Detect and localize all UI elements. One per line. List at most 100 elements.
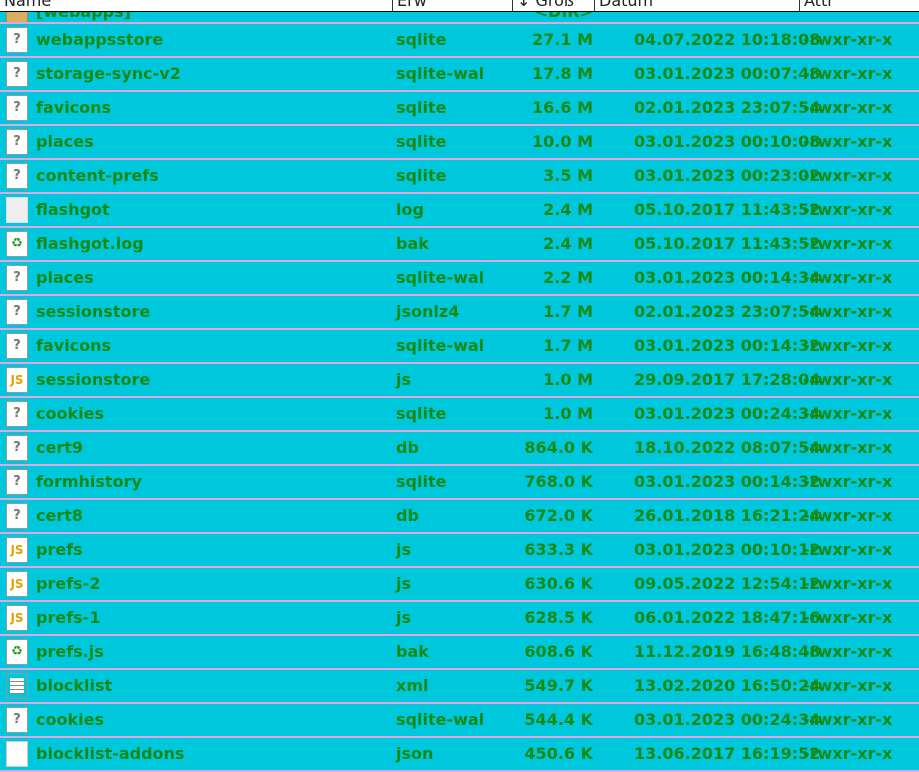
column-date[interactable]: Datum bbox=[595, 0, 800, 11]
file-date: 18.10.2022 08:07:54 bbox=[634, 438, 821, 457]
file-attr: -rwxr-xr-x bbox=[803, 506, 893, 525]
folder-icon bbox=[6, 12, 28, 22]
file-attr: -rwxr-xr-x bbox=[803, 132, 893, 151]
file-size: 1.7 M bbox=[543, 336, 593, 355]
file-attr: -rwxr-xr-x bbox=[803, 200, 893, 219]
list-item[interactable]: ? favicons sqlite-wal 1.7 M 03.01.2023 00:14… bbox=[0, 330, 919, 364]
bak-file-icon: ♻ bbox=[6, 231, 28, 257]
file-name: places bbox=[36, 132, 94, 151]
file-attr: -rwxr-xr-x bbox=[803, 608, 893, 627]
list-item[interactable]: ? places sqlite 10.0 M 03.01.2023 00:10:08 -r… bbox=[0, 126, 919, 160]
file-attr: -rwxr-xr-x bbox=[803, 64, 893, 83]
column-ext[interactable]: Erw bbox=[393, 0, 513, 11]
file-size: 608.6 K bbox=[524, 642, 593, 661]
file-date: 09.05.2022 12:54:12 bbox=[634, 574, 821, 593]
file-attr: -rwxr-xr-x bbox=[803, 744, 893, 763]
unknown-file-icon: ? bbox=[6, 129, 28, 155]
list-item[interactable]: ? storage-sync-v2 sqlite-wal 17.8 M 03.01.20… bbox=[0, 58, 919, 92]
list-item-folder[interactable]: [webapps] <DIR> bbox=[0, 12, 919, 24]
file-name: content-prefs bbox=[36, 166, 159, 185]
file-date: 02.01.2023 23:07:54 bbox=[634, 98, 821, 117]
file-ext: db bbox=[396, 506, 419, 525]
list-item[interactable]: JS sessionstore js 1.0 M 29.09.2017 17:28:04… bbox=[0, 364, 919, 398]
list-item[interactable]: JS prefs-1 js 628.5 K 06.01.2022 18:47:16 -rw… bbox=[0, 602, 919, 636]
file-size: 864.0 K bbox=[524, 438, 593, 457]
file-ext: sqlite-wal bbox=[396, 336, 485, 355]
list-item[interactable]: ? webappsstore sqlite 27.1 M 04.07.2022 10:1… bbox=[0, 24, 919, 58]
column-attr[interactable]: Attr bbox=[804, 0, 834, 10]
file-ext: sqlite bbox=[396, 132, 447, 151]
list-item[interactable]: ? cookies sqlite-wal 544.4 K 03.01.2023 00:2… bbox=[0, 704, 919, 738]
list-item[interactable]: ♻ prefs.js bak 608.6 K 11.12.2019 16:48:48 -r… bbox=[0, 636, 919, 670]
unknown-file-icon: ? bbox=[6, 299, 28, 325]
unknown-file-icon: ? bbox=[6, 401, 28, 427]
file-date: 03.01.2023 00:24:34 bbox=[634, 404, 821, 423]
file-name: webappsstore bbox=[36, 30, 164, 49]
list-item[interactable]: ? sessionstore jsonlz4 1.7 M 02.01.2023 23:0… bbox=[0, 296, 919, 330]
file-ext: sqlite-wal bbox=[396, 710, 485, 729]
file-name: cert8 bbox=[36, 506, 84, 525]
file-size: 16.6 M bbox=[532, 98, 593, 117]
list-item[interactable]: JS prefs js 633.3 K 03.01.2023 00:10:12 -rwxr… bbox=[0, 534, 919, 568]
column-header: Name Erw ↓ Größ Datum Attr bbox=[0, 0, 919, 12]
js-file-icon: JS bbox=[6, 367, 28, 393]
list-item[interactable]: blocklist-addons json 450.6 K 13.06.2017 16… bbox=[0, 738, 919, 772]
js-file-icon: JS bbox=[6, 571, 28, 597]
file-name: favicons bbox=[36, 336, 112, 355]
js-file-icon: JS bbox=[6, 605, 28, 631]
file-ext: json bbox=[396, 744, 434, 763]
file-size: 2.4 M bbox=[543, 200, 593, 219]
column-size[interactable]: ↓ Größ bbox=[513, 0, 595, 11]
list-item[interactable]: ? cookies sqlite 1.0 M 03.01.2023 00:24:34 -r… bbox=[0, 398, 919, 432]
unknown-file-icon: ? bbox=[6, 435, 28, 461]
file-ext: jsonlz4 bbox=[396, 302, 460, 321]
unknown-file-icon: ? bbox=[6, 27, 28, 53]
file-name: storage-sync-v2 bbox=[36, 64, 181, 83]
file-size: 2.4 M bbox=[543, 234, 593, 253]
file-attr: -rwxr-xr-x bbox=[803, 710, 893, 729]
file-date: 02.01.2023 23:07:54 bbox=[634, 302, 821, 321]
file-attr: -rwxr-xr-x bbox=[803, 574, 893, 593]
file-ext: sqlite-wal bbox=[396, 64, 485, 83]
file-ext: sqlite-wal bbox=[396, 268, 485, 287]
file-attr: -rwxr-xr-x bbox=[803, 438, 893, 457]
file-attr: -rwxr-xr-x bbox=[803, 268, 893, 287]
file-name: sessionstore bbox=[36, 370, 151, 389]
list-item[interactable]: ? places sqlite-wal 2.2 M 03.01.2023 00:14:3… bbox=[0, 262, 919, 296]
file-ext: db bbox=[396, 438, 419, 457]
unknown-file-icon: ? bbox=[6, 469, 28, 495]
file-ext: js bbox=[396, 574, 412, 593]
file-list[interactable]: [webapps] <DIR> ? webappsstore sqlite 27.1 … bbox=[0, 12, 919, 772]
file-ext: bak bbox=[396, 234, 429, 253]
file-attr: -rwxr-xr-x bbox=[803, 676, 893, 695]
list-item[interactable]: ? formhistory sqlite 768.0 K 03.01.2023 00:1… bbox=[0, 466, 919, 500]
file-attr: -rwxr-xr-x bbox=[803, 234, 893, 253]
file-date: 06.01.2022 18:47:16 bbox=[634, 608, 821, 627]
list-item[interactable]: ? cert9 db 864.0 K 18.10.2022 08:07:54 -rwxr-… bbox=[0, 432, 919, 466]
list-item[interactable]: ? favicons sqlite 16.6 M 02.01.2023 23:07:54… bbox=[0, 92, 919, 126]
list-item[interactable]: flashgot log 2.4 M 05.10.2017 11:43:52 -rwxr… bbox=[0, 194, 919, 228]
file-size: 1.7 M bbox=[543, 302, 593, 321]
file-date: 03.01.2023 00:24:34 bbox=[634, 710, 821, 729]
file-ext: sqlite bbox=[396, 472, 447, 491]
list-item[interactable]: ? content-prefs sqlite 3.5 M 03.01.2023 00:2… bbox=[0, 160, 919, 194]
file-size: 17.8 M bbox=[532, 64, 593, 83]
column-name[interactable]: Name bbox=[0, 0, 393, 11]
file-attr: -rwxr-xr-x bbox=[803, 404, 893, 423]
file-ext: sqlite bbox=[396, 98, 447, 117]
file-attr: -rwxr-xr-x bbox=[803, 472, 893, 491]
list-item[interactable]: ? cert8 db 672.0 K 26.01.2018 16:21:24 -rwxr-… bbox=[0, 500, 919, 534]
file-size: 10.0 M bbox=[532, 132, 593, 151]
file-name: blocklist-addons bbox=[36, 744, 185, 763]
file-date: 03.01.2023 00:14:32 bbox=[634, 336, 821, 355]
file-size: 27.1 M bbox=[532, 30, 593, 49]
file-name: prefs bbox=[36, 540, 83, 559]
file-attr: -rwxr-xr-x bbox=[803, 336, 893, 355]
list-item[interactable]: JS prefs-2 js 630.6 K 09.05.2022 12:54:12 -rw… bbox=[0, 568, 919, 602]
list-item[interactable]: ♻ flashgot.log bak 2.4 M 05.10.2017 11:43:52… bbox=[0, 228, 919, 262]
list-item[interactable]: blocklist xml 549.7 K 13.02.2020 16:50:24 -r… bbox=[0, 670, 919, 704]
file-size: 549.7 K bbox=[524, 676, 593, 695]
file-name: cookies bbox=[36, 710, 104, 729]
file-attr: -rwxr-xr-x bbox=[803, 370, 893, 389]
file-ext: log bbox=[396, 200, 424, 219]
